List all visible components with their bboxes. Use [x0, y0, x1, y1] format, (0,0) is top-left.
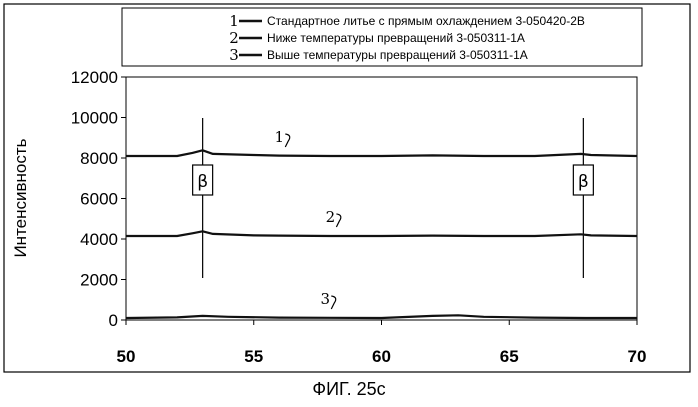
y-tick-label: 12000: [71, 68, 118, 87]
x-tick-label: 65: [500, 347, 519, 366]
y-tick-label: 8000: [80, 149, 118, 168]
series-2-line: [126, 230, 638, 238]
legend-box: [121, 7, 643, 67]
legend-entry-1-number: 1: [229, 12, 239, 30]
legend-entry-3-number: 3: [229, 46, 239, 64]
y-tick-label: 0: [109, 311, 118, 330]
y-tick-label: 4000: [80, 230, 118, 249]
series-3-tag: 3: [321, 290, 331, 308]
legend: 1 Стандартное литье с прямым охлаждением …: [121, 7, 643, 67]
series-1-tag-hook: [284, 133, 291, 148]
series-1-tag: 1: [275, 128, 285, 146]
series-2-tag-hook: [335, 213, 342, 228]
x-tick-label: 60: [372, 347, 391, 366]
legend-entry-1-label: Стандартное литье с прямым охлаждением 3…: [267, 14, 585, 28]
beta-marker-label: β: [197, 172, 208, 192]
x-tick-label: 50: [117, 347, 136, 366]
y-tick-label: 10000: [71, 109, 118, 128]
legend-entry-2-label: Ниже температуры превращений 3-050311-1A: [267, 31, 525, 45]
beta-marker-box: [192, 164, 214, 196]
series-3-tag-hook: [330, 295, 337, 310]
y-tick-label: 6000: [80, 190, 118, 209]
series-2-tag: 2: [326, 208, 336, 226]
legend-entry-3-label: Выше температуры превращений 3-050311-1A: [267, 48, 528, 62]
figure-caption: ФИГ. 25c: [312, 379, 385, 399]
legend-entry-2-number: 2: [229, 29, 239, 47]
beta-marker-label: β: [578, 172, 589, 192]
plot-area: 0 2000 4000 6000 8000 10000 12000 50 55 60 65 70 β…: [71, 68, 647, 366]
x-tick-label: 55: [244, 347, 263, 366]
y-tick-label: 2000: [80, 271, 118, 290]
series-3-line: [125, 314, 637, 320]
series-1-line: [126, 149, 638, 158]
chart-frame: [3, 3, 691, 373]
beta-marker-box: [572, 164, 594, 196]
x-tick-label: 70: [628, 347, 647, 366]
y-axis-label: Интенсивность: [11, 138, 30, 257]
